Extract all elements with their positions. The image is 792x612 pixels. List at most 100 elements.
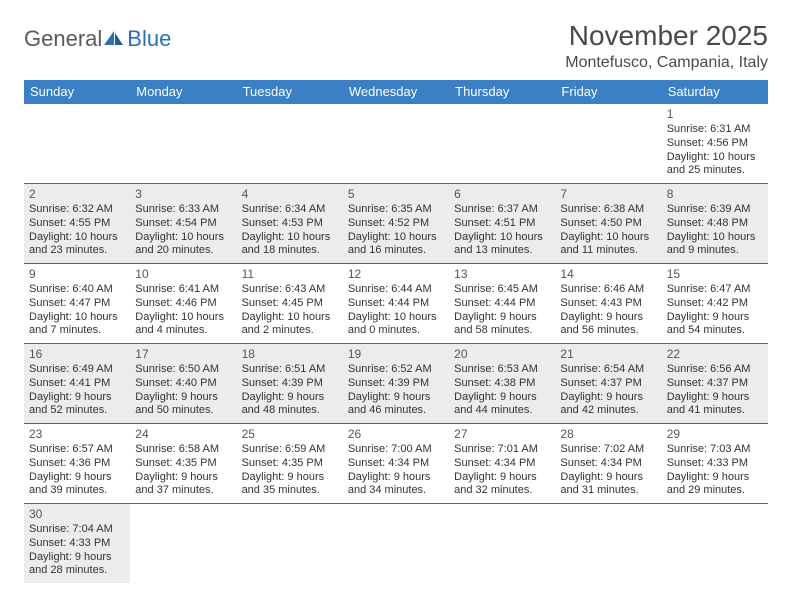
calendar-cell: 13Sunrise: 6:45 AMSunset: 4:44 PMDayligh… xyxy=(449,264,555,343)
cell-d2: and 4 minutes. xyxy=(135,324,231,338)
cell-sunrise: Sunrise: 6:44 AM xyxy=(348,283,444,297)
cell-sunset: Sunset: 4:39 PM xyxy=(242,377,338,391)
cell-d1: Daylight: 9 hours xyxy=(29,471,125,485)
calendar-cell: 19Sunrise: 6:52 AMSunset: 4:39 PMDayligh… xyxy=(343,344,449,423)
cell-sunrise: Sunrise: 6:33 AM xyxy=(135,203,231,217)
day-number: 28 xyxy=(560,427,656,442)
cell-d1: Daylight: 10 hours xyxy=(135,231,231,245)
calendar-cell-empty xyxy=(555,504,661,583)
calendar-cell-empty xyxy=(449,504,555,583)
cell-sunrise: Sunrise: 6:53 AM xyxy=(454,363,550,377)
day-number: 18 xyxy=(242,347,338,362)
day-number: 27 xyxy=(454,427,550,442)
cell-sunset: Sunset: 4:33 PM xyxy=(29,537,125,551)
day-header: Thursday xyxy=(449,80,555,104)
cell-d2: and 18 minutes. xyxy=(242,244,338,258)
day-number: 7 xyxy=(560,187,656,202)
calendar-week: 16Sunrise: 6:49 AMSunset: 4:41 PMDayligh… xyxy=(24,344,768,424)
day-number: 10 xyxy=(135,267,231,282)
cell-d1: Daylight: 9 hours xyxy=(242,391,338,405)
weeks-container: 1Sunrise: 6:31 AMSunset: 4:56 PMDaylight… xyxy=(24,104,768,583)
cell-sunrise: Sunrise: 7:03 AM xyxy=(667,443,763,457)
day-number: 13 xyxy=(454,267,550,282)
cell-d1: Daylight: 10 hours xyxy=(348,231,444,245)
calendar-cell: 28Sunrise: 7:02 AMSunset: 4:34 PMDayligh… xyxy=(555,424,661,503)
cell-sunset: Sunset: 4:40 PM xyxy=(135,377,231,391)
cell-d1: Daylight: 9 hours xyxy=(560,311,656,325)
calendar-cell: 22Sunrise: 6:56 AMSunset: 4:37 PMDayligh… xyxy=(662,344,768,423)
cell-sunset: Sunset: 4:44 PM xyxy=(348,297,444,311)
day-number: 26 xyxy=(348,427,444,442)
logo: General Blue xyxy=(24,20,171,52)
day-number: 8 xyxy=(667,187,763,202)
month-title: November 2025 xyxy=(565,20,768,52)
cell-d1: Daylight: 9 hours xyxy=(454,471,550,485)
calendar-cell: 2Sunrise: 6:32 AMSunset: 4:55 PMDaylight… xyxy=(24,184,130,263)
cell-sunset: Sunset: 4:50 PM xyxy=(560,217,656,231)
cell-sunset: Sunset: 4:43 PM xyxy=(560,297,656,311)
calendar-cell: 25Sunrise: 6:59 AMSunset: 4:35 PMDayligh… xyxy=(237,424,343,503)
cell-sunrise: Sunrise: 6:45 AM xyxy=(454,283,550,297)
cell-d1: Daylight: 10 hours xyxy=(348,311,444,325)
location: Montefusco, Campania, Italy xyxy=(565,54,768,72)
day-number: 21 xyxy=(560,347,656,362)
cell-sunset: Sunset: 4:39 PM xyxy=(348,377,444,391)
day-header-row: Sunday Monday Tuesday Wednesday Thursday… xyxy=(24,80,768,104)
calendar-week: 9Sunrise: 6:40 AMSunset: 4:47 PMDaylight… xyxy=(24,264,768,344)
cell-d1: Daylight: 10 hours xyxy=(29,231,125,245)
cell-sunset: Sunset: 4:37 PM xyxy=(560,377,656,391)
cell-sunset: Sunset: 4:45 PM xyxy=(242,297,338,311)
cell-d1: Daylight: 9 hours xyxy=(348,391,444,405)
calendar-cell-empty xyxy=(237,104,343,183)
calendar-cell-empty xyxy=(343,104,449,183)
cell-d1: Daylight: 10 hours xyxy=(242,231,338,245)
day-number: 12 xyxy=(348,267,444,282)
cell-d1: Daylight: 9 hours xyxy=(560,471,656,485)
calendar-cell: 10Sunrise: 6:41 AMSunset: 4:46 PMDayligh… xyxy=(130,264,236,343)
day-number: 5 xyxy=(348,187,444,202)
cell-sunrise: Sunrise: 6:37 AM xyxy=(454,203,550,217)
day-header: Friday xyxy=(555,80,661,104)
cell-sunrise: Sunrise: 6:43 AM xyxy=(242,283,338,297)
cell-d1: Daylight: 10 hours xyxy=(242,311,338,325)
calendar-week: 30Sunrise: 7:04 AMSunset: 4:33 PMDayligh… xyxy=(24,504,768,583)
calendar-week: 1Sunrise: 6:31 AMSunset: 4:56 PMDaylight… xyxy=(24,104,768,184)
cell-sunrise: Sunrise: 6:54 AM xyxy=(560,363,656,377)
calendar-cell: 3Sunrise: 6:33 AMSunset: 4:54 PMDaylight… xyxy=(130,184,236,263)
day-number: 20 xyxy=(454,347,550,362)
cell-sunset: Sunset: 4:42 PM xyxy=(667,297,763,311)
calendar-cell-empty xyxy=(662,504,768,583)
day-header: Monday xyxy=(130,80,236,104)
cell-d1: Daylight: 9 hours xyxy=(348,471,444,485)
cell-sunrise: Sunrise: 6:32 AM xyxy=(29,203,125,217)
day-number: 4 xyxy=(242,187,338,202)
day-number: 3 xyxy=(135,187,231,202)
cell-d1: Daylight: 10 hours xyxy=(560,231,656,245)
day-number: 22 xyxy=(667,347,763,362)
cell-d2: and 54 minutes. xyxy=(667,324,763,338)
calendar-cell: 5Sunrise: 6:35 AMSunset: 4:52 PMDaylight… xyxy=(343,184,449,263)
calendar-cell: 1Sunrise: 6:31 AMSunset: 4:56 PMDaylight… xyxy=(662,104,768,183)
cell-sunrise: Sunrise: 7:04 AM xyxy=(29,523,125,537)
calendar-cell-empty xyxy=(24,104,130,183)
calendar-cell: 7Sunrise: 6:38 AMSunset: 4:50 PMDaylight… xyxy=(555,184,661,263)
cell-d1: Daylight: 9 hours xyxy=(667,311,763,325)
calendar-cell-empty xyxy=(555,104,661,183)
cell-d2: and 2 minutes. xyxy=(242,324,338,338)
cell-d2: and 32 minutes. xyxy=(454,484,550,498)
calendar-week: 23Sunrise: 6:57 AMSunset: 4:36 PMDayligh… xyxy=(24,424,768,504)
calendar: Sunday Monday Tuesday Wednesday Thursday… xyxy=(24,80,768,583)
calendar-cell: 8Sunrise: 6:39 AMSunset: 4:48 PMDaylight… xyxy=(662,184,768,263)
cell-d1: Daylight: 9 hours xyxy=(29,391,125,405)
cell-sunrise: Sunrise: 6:46 AM xyxy=(560,283,656,297)
day-number: 6 xyxy=(454,187,550,202)
cell-sunrise: Sunrise: 6:52 AM xyxy=(348,363,444,377)
cell-d2: and 52 minutes. xyxy=(29,404,125,418)
calendar-cell: 23Sunrise: 6:57 AMSunset: 4:36 PMDayligh… xyxy=(24,424,130,503)
cell-sunset: Sunset: 4:55 PM xyxy=(29,217,125,231)
cell-sunrise: Sunrise: 6:39 AM xyxy=(667,203,763,217)
cell-d1: Daylight: 10 hours xyxy=(667,151,763,165)
cell-sunset: Sunset: 4:54 PM xyxy=(135,217,231,231)
cell-sunrise: Sunrise: 6:40 AM xyxy=(29,283,125,297)
cell-sunset: Sunset: 4:52 PM xyxy=(348,217,444,231)
